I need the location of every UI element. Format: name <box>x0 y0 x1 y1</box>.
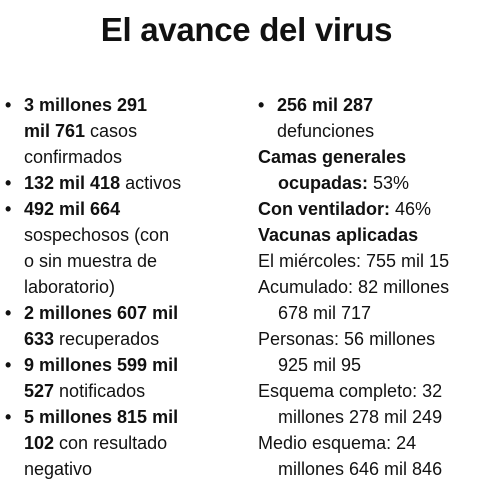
stat-activos: • 132 mil 418 activos <box>5 170 245 196</box>
stat-ventilador: Con ventilador: 46% <box>258 196 490 222</box>
stat-camas: Camas generales ocupadas: 53% <box>258 144 490 196</box>
recuperados-label: recuperados <box>54 329 160 349</box>
bullet-icon: • <box>5 303 12 323</box>
recuperados-line2: 633 recuperados <box>24 326 245 352</box>
vacunas-completo-line1: Esquema completo: 32 <box>258 381 443 401</box>
vacunas-personas-line2: 925 mil 95 <box>278 355 362 375</box>
notificados-label: notificados <box>54 381 146 401</box>
stat-notificados: • 9 millones 599 mil 527 notificados <box>5 352 245 404</box>
camas-label: ocupadas: <box>278 173 369 193</box>
bullet-icon: • <box>258 95 265 115</box>
activos-value: 132 mil 418 <box>24 173 121 193</box>
right-column: • 256 mil 287 defunciones Camas generale… <box>258 92 490 482</box>
vacunas-medio-line1: Medio esquema: 24 <box>258 433 417 453</box>
confirmados-label-line3: confirmados <box>24 147 123 167</box>
vacunas-section: Vacunas aplicadas El miércoles: 755 mil … <box>258 222 490 482</box>
bullet-icon: • <box>5 355 12 375</box>
negativos-line2: 102 con resultado <box>24 430 245 456</box>
stat-defunciones: • 256 mil 287 defunciones <box>258 92 490 144</box>
sospechosos-value: 492 mil 664 <box>24 199 121 219</box>
bullet-icon: • <box>5 407 12 427</box>
stat-sospechosos: • 492 mil 664 sospechosos (con o sin mue… <box>5 196 245 300</box>
recuperados-value-line2: 633 <box>24 329 55 349</box>
camas-line2: ocupadas: 53% <box>258 170 490 196</box>
notificados-line2: 527 notificados <box>24 378 245 404</box>
stat-negativos: • 5 millones 815 mil 102 con resultado n… <box>5 404 245 482</box>
activos-line: 132 mil 418 activos <box>24 170 245 196</box>
confirmados-value-line1: 3 millones 291 <box>24 95 148 115</box>
vacunas-medio-line2: millones 646 mil 846 <box>278 459 443 479</box>
sospechosos-label-line3: o sin muestra de <box>24 251 158 271</box>
sospechosos-label-line4: laboratorio) <box>24 277 116 297</box>
activos-label: activos <box>120 173 182 193</box>
left-column: • 3 millones 291 mil 761 casos confirmad… <box>5 92 245 482</box>
defunciones-label: defunciones <box>277 121 375 141</box>
camas-heading: Camas generales <box>258 147 407 167</box>
notificados-value-line2: 527 <box>24 381 55 401</box>
bullet-icon: • <box>5 199 12 219</box>
defunciones-value: 256 mil 287 <box>277 95 374 115</box>
negativos-value-line1: 5 millones 815 mil <box>24 407 179 427</box>
sospechosos-label-line2: sospechosos (con <box>24 225 170 245</box>
vacunas-acumulado-line2: 678 mil 717 <box>278 303 372 323</box>
camas-value: 53% <box>368 173 410 193</box>
confirmados-line2: mil 761 casos <box>24 118 245 144</box>
ventilador-label: Con ventilador: <box>258 199 391 219</box>
ventilador-line: Con ventilador: 46% <box>258 196 490 222</box>
notificados-value-line1: 9 millones 599 mil <box>24 355 179 375</box>
recuperados-value-line1: 2 millones 607 mil <box>24 303 179 323</box>
stat-recuperados: • 2 millones 607 mil 633 recuperados <box>5 300 245 352</box>
vacunas-completo-line2: millones 278 mil 249 <box>278 407 443 427</box>
confirmados-value-line2: mil 761 <box>24 121 86 141</box>
vacunas-personas-line1: Personas: 56 millones <box>258 329 436 349</box>
vacunas-acumulado-line1: Acumulado: 82 millones <box>258 277 450 297</box>
stat-confirmados: • 3 millones 291 mil 761 casos confirmad… <box>5 92 245 170</box>
negativos-value-line2: 102 <box>24 433 55 453</box>
vacunas-heading: Vacunas aplicadas <box>258 225 419 245</box>
page-title: El avance del virus <box>100 11 393 48</box>
confirmados-label: casos <box>85 121 138 141</box>
ventilador-value: 46% <box>390 199 432 219</box>
negativos-label: con resultado <box>54 433 168 453</box>
bullet-icon: • <box>5 95 12 115</box>
bullet-icon: • <box>5 173 12 193</box>
negativos-label-line3: negativo <box>24 459 93 479</box>
vacunas-miercoles: El miércoles: 755 mil 15 <box>258 251 450 271</box>
